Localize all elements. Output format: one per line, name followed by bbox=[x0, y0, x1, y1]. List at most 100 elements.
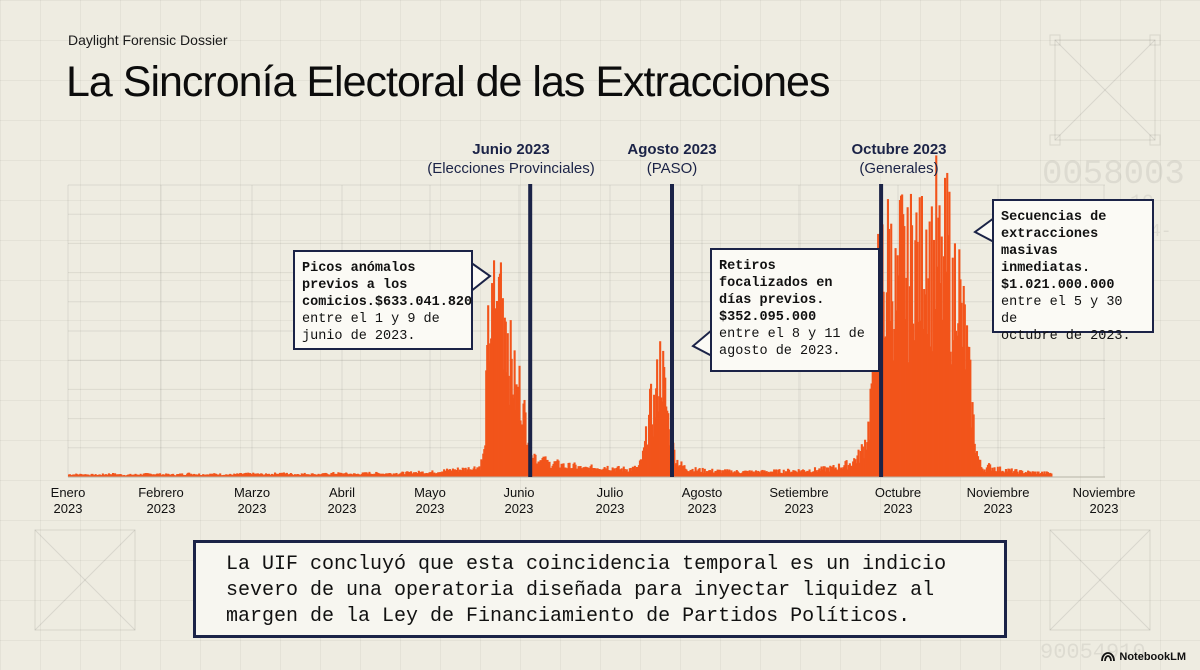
chart-bar bbox=[809, 472, 812, 477]
chart-bar bbox=[999, 466, 1002, 477]
chart-bar bbox=[785, 472, 789, 477]
chart-bar bbox=[946, 172, 949, 477]
chart-bar bbox=[790, 471, 793, 477]
chart-bar bbox=[862, 458, 866, 477]
chart-bar bbox=[742, 471, 745, 477]
chart-bar bbox=[839, 468, 842, 477]
chart-bar bbox=[745, 470, 748, 477]
chart-bar bbox=[159, 473, 162, 477]
chart-bar bbox=[1009, 470, 1012, 477]
chart-bar bbox=[793, 470, 796, 477]
x-tick-junio: Junio 2023 bbox=[503, 485, 535, 516]
chart-bar bbox=[590, 464, 593, 477]
chart-bar bbox=[922, 328, 925, 477]
chart-bar bbox=[945, 271, 948, 477]
chart-bar bbox=[923, 289, 926, 477]
chart-bar bbox=[947, 235, 950, 477]
chart-bar bbox=[737, 472, 740, 477]
decorative-code-small: 4- bbox=[1150, 222, 1172, 242]
chart-bar bbox=[935, 155, 938, 477]
chart-bar bbox=[775, 469, 778, 477]
chart-bar bbox=[667, 413, 670, 477]
chart-bar bbox=[934, 309, 937, 477]
x-tick-abril: Abril 2023 bbox=[327, 485, 357, 516]
chart-bar bbox=[952, 340, 955, 477]
chart-bar bbox=[969, 359, 972, 477]
chart-bar bbox=[968, 346, 971, 477]
chart-bar bbox=[720, 473, 723, 477]
chart-bar bbox=[673, 449, 676, 477]
chart-bar bbox=[1044, 473, 1047, 477]
notebooklm-brand: NotebookLM bbox=[1101, 651, 1186, 663]
chart-bar bbox=[781, 473, 784, 477]
chart-bar bbox=[907, 362, 910, 477]
chart-bar bbox=[884, 336, 887, 477]
chart-bar bbox=[709, 470, 712, 477]
chart-bar bbox=[830, 467, 833, 477]
chart-bar bbox=[872, 299, 875, 477]
event-label-junio: Junio 2023 (Elecciones Provinciales) bbox=[427, 141, 595, 177]
chart-bar bbox=[819, 470, 822, 477]
chart-bar bbox=[1002, 471, 1005, 477]
chart-bar bbox=[751, 472, 754, 477]
chart-bar bbox=[977, 456, 980, 477]
chart-bar bbox=[960, 302, 963, 477]
chart-bar bbox=[744, 470, 747, 477]
chart-bar bbox=[711, 468, 714, 477]
chart-bar bbox=[1008, 468, 1011, 477]
chart-bar bbox=[944, 177, 947, 478]
chart-bar bbox=[939, 283, 942, 477]
chart-bar bbox=[1041, 471, 1044, 477]
chart-bar bbox=[752, 471, 755, 477]
chart-bar bbox=[410, 471, 413, 477]
chart-bar bbox=[936, 266, 939, 477]
chart-bar bbox=[983, 469, 986, 477]
chart-bar bbox=[1043, 471, 1046, 477]
chart-bar bbox=[784, 471, 787, 477]
x-tick-febrero: Febrero 2023 bbox=[138, 485, 184, 516]
chart-bar bbox=[524, 412, 527, 477]
chart-bar bbox=[895, 310, 898, 477]
chart-bar bbox=[725, 470, 728, 477]
chart-bar bbox=[829, 465, 832, 477]
chart-bar bbox=[815, 470, 818, 477]
chart-bar bbox=[724, 469, 727, 477]
chart-bar bbox=[986, 464, 989, 477]
chart-bar bbox=[818, 468, 821, 477]
chart-bar bbox=[850, 466, 854, 477]
chart-bar bbox=[958, 249, 961, 477]
chart-bar bbox=[219, 473, 222, 477]
chart-bar bbox=[836, 470, 839, 477]
chart-bar bbox=[868, 439, 871, 477]
chart-bar bbox=[769, 471, 772, 477]
chart-bar bbox=[897, 275, 900, 477]
callout-junio: Picos anómalos previos a los comicios.$6… bbox=[293, 250, 473, 350]
chart-bar bbox=[722, 472, 726, 477]
chart-bar bbox=[753, 473, 756, 477]
chart-bar bbox=[803, 470, 806, 477]
x-tick-noviembre-2: Noviembre 2023 bbox=[1072, 485, 1136, 516]
chart-bar bbox=[1007, 468, 1010, 477]
chart-bar bbox=[772, 471, 775, 477]
chart-bar bbox=[765, 471, 768, 477]
chart-bar bbox=[767, 471, 770, 477]
chart-bar bbox=[721, 470, 724, 477]
chart-bar bbox=[1031, 471, 1034, 477]
chart-bar bbox=[904, 319, 907, 477]
callout-junio-amount: Picos anómalos previos a los comicios.$6… bbox=[302, 261, 473, 310]
page-title: La Sincronía Electoral de las Extraccion… bbox=[66, 58, 830, 106]
chart-bar bbox=[912, 323, 915, 477]
chart-bar bbox=[911, 225, 914, 477]
chart-bar bbox=[1029, 471, 1032, 477]
chart-bar bbox=[916, 241, 919, 477]
chart-bar bbox=[800, 470, 803, 477]
chart-bar bbox=[1048, 473, 1051, 477]
chart-bar bbox=[747, 473, 750, 477]
chart-bar bbox=[882, 291, 885, 477]
conclusion-box: La UIF concluyó que esta coincidencia te… bbox=[193, 540, 1007, 638]
chart-bar bbox=[831, 466, 834, 477]
chart-bar bbox=[1037, 471, 1040, 477]
chart-bar bbox=[796, 472, 799, 477]
chart-bar bbox=[854, 459, 857, 477]
